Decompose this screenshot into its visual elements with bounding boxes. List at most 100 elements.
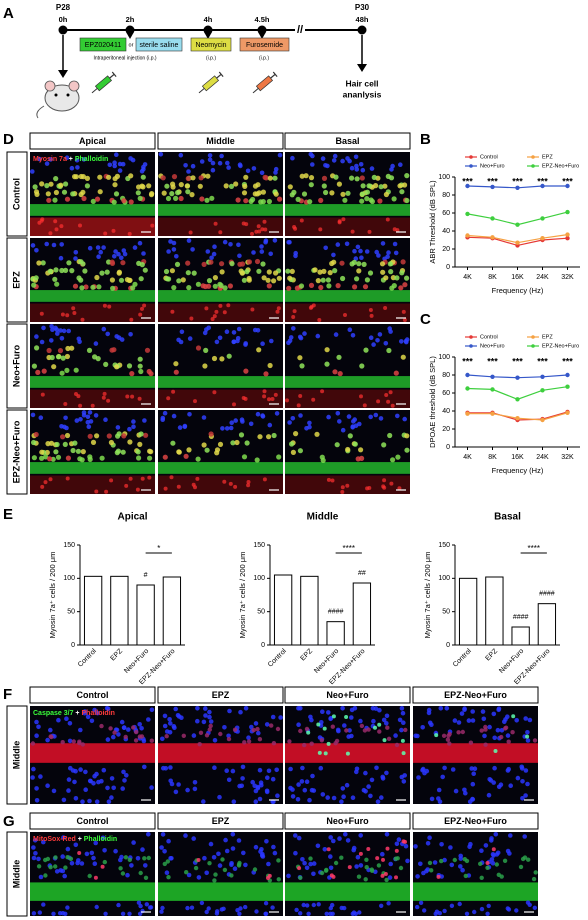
row-label: Control [11,178,21,210]
cell [97,189,103,195]
cell [54,327,60,332]
cell [197,742,202,747]
cell [347,327,353,333]
cell [351,419,356,424]
cell [400,710,406,716]
cell [224,329,230,335]
cell [207,709,212,715]
cell [300,765,305,771]
cell [323,245,329,251]
cell [143,863,148,868]
treatment-label: sterile saline [140,42,179,49]
cell [177,425,183,430]
cell [254,229,259,234]
row-label: EPZ [11,271,21,289]
cell [236,862,242,867]
cell [150,223,155,228]
y-tick-label: 100 [438,575,450,582]
cell [332,268,338,274]
cell [306,730,311,735]
cell [34,334,39,339]
cell [266,861,271,867]
cell [337,371,343,377]
cell [120,911,126,916]
cell [493,832,499,837]
cell [131,840,136,845]
cell [240,764,246,770]
cell [293,850,298,856]
cell [277,152,283,158]
stain-part: + [67,156,75,163]
cell [337,836,342,841]
cell [523,768,529,773]
cell [251,727,256,733]
cell [83,787,88,792]
legend-marker [469,155,473,159]
cell [514,908,519,913]
cell [228,242,233,247]
cell [44,183,50,189]
stain-part: MitoSox-Red [33,836,76,843]
cell [287,184,293,190]
cell [382,485,387,490]
cell [300,857,305,862]
cell [331,158,337,163]
cell [263,911,268,916]
cell [185,905,190,911]
cell [129,371,135,377]
cell [107,304,112,309]
data-point [490,387,495,392]
cell [31,363,37,369]
cell [90,403,95,408]
cell [328,716,333,722]
cell [170,440,176,446]
legend-label: EPZ [542,154,553,160]
cell [199,900,205,906]
cell [79,285,85,291]
tissue-band [158,204,283,216]
cell [37,156,42,162]
cell [105,737,111,742]
significance: *** [537,176,548,186]
x-tick-label: Neo+Furo [498,648,525,675]
cell [233,418,238,423]
cell [499,728,505,733]
cell [255,726,260,732]
cell [355,244,361,250]
cell [214,309,219,314]
x-axis-label: Frequency (Hz) [492,286,544,295]
cell [185,260,191,266]
legend-label: Neo+Furo [480,163,505,169]
cell [59,224,64,229]
cell [379,903,384,908]
cell [308,305,313,310]
cell [296,782,301,787]
cell [287,338,293,344]
cell [323,751,328,756]
cell [490,861,496,866]
cell [93,413,99,418]
cell [290,794,296,799]
cell [390,163,395,169]
cell [197,183,203,189]
cell [376,399,381,404]
cell [343,832,348,837]
cell [248,198,254,204]
cell [505,848,511,854]
cell [113,191,120,197]
cell [442,765,447,771]
cell [377,707,382,713]
cell [35,369,41,375]
cell [460,729,465,735]
cell [508,783,513,788]
cell [292,225,297,229]
cell [367,229,372,234]
cell [103,911,108,916]
cell [404,173,410,179]
cell [242,183,248,189]
cell [506,739,511,744]
cell [113,848,118,854]
cell [208,841,214,847]
cell [298,394,303,398]
cell [380,851,385,857]
